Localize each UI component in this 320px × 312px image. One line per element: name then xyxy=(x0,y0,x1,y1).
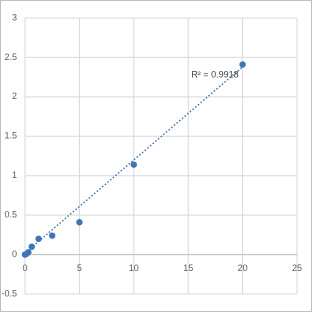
x-tick-label: 10 xyxy=(129,263,139,273)
y-tick-label: 2 xyxy=(12,91,17,101)
y-tick-label: 0.5 xyxy=(4,210,17,220)
y-tick-label: 3 xyxy=(12,12,17,22)
chart-frame xyxy=(0,0,312,312)
y-tick-label: -0.5 xyxy=(1,288,17,298)
x-tick-label: 0 xyxy=(22,263,27,273)
y-tick-label: 0 xyxy=(12,249,17,259)
x-tick-label: 15 xyxy=(183,263,193,273)
data-point xyxy=(239,61,246,68)
data-point xyxy=(25,249,32,256)
x-tick-label: 25 xyxy=(292,263,302,273)
data-point xyxy=(28,243,35,250)
page: {"chart_data": { "type": "scatter", "x":… xyxy=(0,0,312,312)
trendline-label: R² = 0.9918 xyxy=(191,69,238,79)
data-point xyxy=(76,219,83,226)
data-point xyxy=(35,235,42,242)
trendline xyxy=(24,66,244,254)
x-tick-label: 20 xyxy=(238,263,248,273)
y-tick-label: 2.5 xyxy=(4,52,17,62)
chart: -0.5 0 0.5 1 1.5 2 2.5 3 0 5 10 15 20 25 R² = 0.9918 xyxy=(0,0,312,312)
data-point xyxy=(130,161,137,168)
y-tick-label: 1.5 xyxy=(4,131,17,141)
data-point xyxy=(49,232,56,239)
x-tick-label: 5 xyxy=(77,263,82,273)
y-tick-label: 1 xyxy=(12,170,17,180)
